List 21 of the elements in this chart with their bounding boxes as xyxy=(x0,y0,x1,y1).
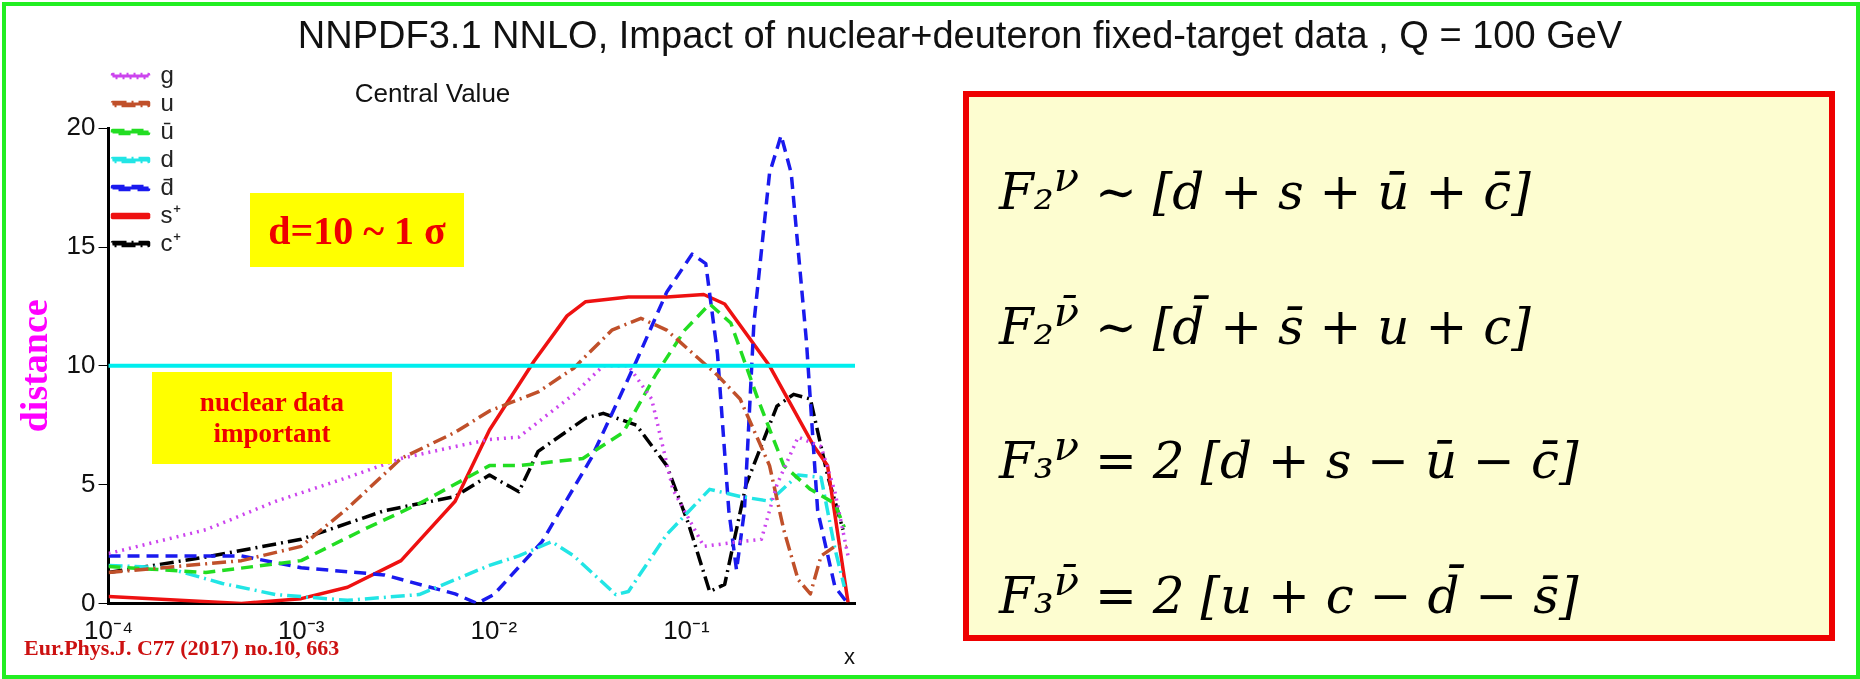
legend-label: ū xyxy=(160,116,174,144)
chart-subtitle: Central Value xyxy=(354,77,511,108)
label-box: nuclear data important xyxy=(152,372,392,464)
legend-label: c⁺ xyxy=(160,228,181,256)
legend-label: s⁺ xyxy=(160,200,181,228)
formula-panel: F₂$^{ν}$ ∼ [d + s + ū + c̄] F₂$^{ν̄}$ ∼ [d̄ + s̄ + u + c] F₃$^{ν}$ = 2 [d + s − ū − c̄] F₃$^{ν̄}$ = 2 [u + c − d̄ − s̄] xyxy=(963,91,1835,641)
y-tick-label: 20 xyxy=(66,111,96,142)
y-axis-title: distance xyxy=(12,299,55,433)
y-tick-label: 0 xyxy=(81,586,96,617)
legend-label: d̄ xyxy=(160,172,174,200)
label-box: d=10 ~ 1 σ xyxy=(250,193,464,267)
legend-label: g xyxy=(160,60,174,88)
y-tick-label: 15 xyxy=(66,230,96,261)
x-axis-title: x xyxy=(844,643,855,669)
text: NNPDF3.1 NNLO, Impact of nuclear+deuteron fixed-target data , Q = 100 GeV xyxy=(296,14,1624,57)
y-tick-label: 10 xyxy=(66,348,96,379)
legend-label: d xyxy=(160,144,174,172)
y-tick-label: 5 xyxy=(81,467,96,498)
legend-label: u xyxy=(160,88,174,116)
x-tick-label: 10⁻¹ xyxy=(663,615,711,646)
x-tick-label: 10⁻² xyxy=(470,615,518,646)
